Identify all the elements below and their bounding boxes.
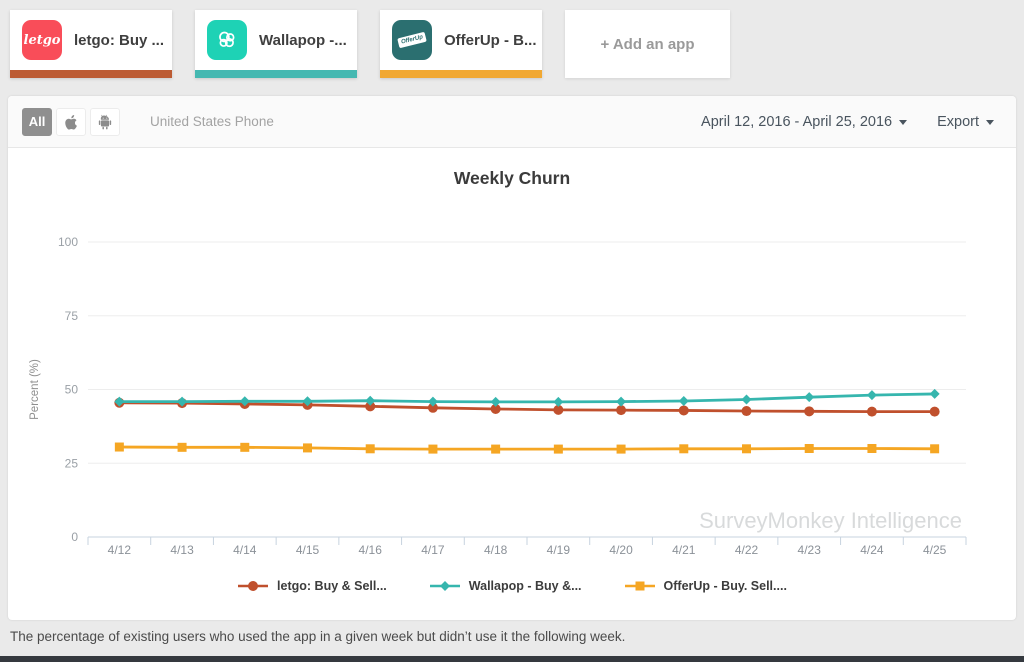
letgo-icon-text: letgo [23, 32, 61, 48]
analytics-panel: All [8, 96, 1016, 620]
x-tick-label: 4/19 [547, 543, 571, 557]
legend-marker-square [624, 581, 655, 591]
x-tick-label: 4/22 [735, 543, 759, 557]
tab-accent-wallapop [195, 70, 357, 78]
offerup-app-icon: OfferUp [392, 20, 432, 60]
android-filter-button[interactable] [90, 107, 120, 136]
watermark: SurveyMonkey Intelligence [699, 508, 962, 533]
tab-wallapop[interactable]: Wallapop -... [195, 10, 357, 78]
chart-legend: letgo: Buy & Sell... Wallapop - Buy &... O… [8, 579, 1016, 593]
y-tick-label: 25 [65, 456, 79, 470]
tab-accent-offerup [380, 70, 542, 78]
export-label: Export [937, 113, 979, 130]
x-tick-label: 4/24 [860, 543, 884, 557]
legend-item-letgo: letgo: Buy & Sell... [237, 579, 387, 593]
add-app-button[interactable]: + Add an app [565, 10, 730, 78]
y-tick-label: 0 [71, 530, 78, 544]
legend-item-wallapop: Wallapop - Buy &... [429, 579, 582, 593]
legend-marker-circle [238, 581, 269, 591]
apple-icon [65, 114, 77, 130]
legend-item-offerup: OfferUp - Buy. Sell.... [624, 579, 787, 593]
tab-accent-letgo [10, 70, 172, 78]
offerup-tag-icon: OfferUp [397, 31, 427, 49]
chart-description: The percentage of existing users who use… [10, 629, 626, 644]
chevron-down-icon [899, 120, 908, 125]
app-tabs: letgo letgo: Buy ... Wallapop -... Offer… [10, 10, 730, 78]
bottom-bar [0, 656, 1024, 662]
wallapop-cloud-icon [219, 31, 235, 48]
scope-label: United States Phone [150, 114, 274, 129]
y-tick-label: 50 [65, 383, 79, 397]
all-platforms-button[interactable]: All [22, 107, 52, 136]
x-tick-label: 4/12 [108, 543, 132, 557]
letgo-app-icon: letgo [22, 20, 62, 60]
y-tick-label: 100 [58, 235, 78, 249]
series-wallapop [114, 388, 940, 407]
x-tick-label: 4/17 [421, 543, 445, 557]
filter-bar: All [8, 96, 1016, 148]
weekly-churn-chart: 0 25 50 75 100 Percent (%) SurveyMonkey Intell… [29, 235, 967, 557]
add-app-label: + Add an app [600, 35, 695, 53]
y-axis-title: Percent (%) [29, 359, 41, 420]
tab-offerup[interactable]: OfferUp OfferUp - B... [380, 10, 542, 78]
y-tick-label: 75 [65, 309, 79, 323]
export-button[interactable]: Export [937, 114, 994, 130]
x-tick-label: 4/23 [798, 543, 822, 557]
chart-title: Weekly Churn [453, 168, 571, 188]
wallapop-app-icon [207, 20, 247, 60]
legend-label: letgo: Buy & Sell... [277, 579, 387, 593]
date-range-selector[interactable]: April 12, 2016 - April 25, 2016 [701, 113, 908, 130]
legend-label: Wallapop - Buy &... [468, 579, 582, 593]
tab-label: letgo: Buy ... [74, 31, 164, 49]
chevron-down-icon [986, 120, 994, 125]
series-offerup [114, 442, 940, 454]
x-tick-label: 4/16 [359, 543, 383, 557]
tab-label: OfferUp - B... [444, 31, 537, 49]
x-tick-label: 4/25 [923, 543, 947, 557]
x-tick-label: 4/21 [672, 543, 696, 557]
legend-label: OfferUp - Buy. Sell.... [663, 579, 787, 593]
tab-letgo[interactable]: letgo letgo: Buy ... [10, 10, 172, 78]
all-platforms-label: All [28, 114, 46, 129]
tab-label: Wallapop -... [259, 31, 347, 49]
x-tick-label: 4/20 [609, 543, 633, 557]
date-range-label: April 12, 2016 - April 25, 2016 [701, 113, 893, 130]
ios-filter-button[interactable] [56, 107, 86, 136]
android-icon [98, 114, 112, 129]
legend-marker-diamond [429, 581, 460, 591]
x-tick-label: 4/15 [296, 543, 320, 557]
x-tick-label: 4/13 [170, 543, 194, 557]
x-tick-label: 4/14 [233, 543, 257, 557]
x-tick-label: 4/18 [484, 543, 508, 557]
